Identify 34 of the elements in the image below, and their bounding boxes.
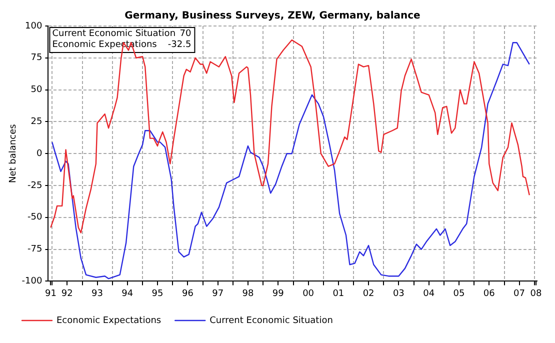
x-tick-label: 00	[302, 288, 314, 299]
x-tick-label: 94	[122, 288, 134, 299]
y-tick-label: -25	[28, 180, 42, 191]
x-tick-label: 01	[332, 288, 344, 299]
x-tick-label: 05	[453, 288, 465, 299]
x-tick-label: 07	[514, 288, 525, 299]
x-tick-label: 93	[92, 288, 103, 299]
legend-label: Economic Expectations	[56, 316, 162, 326]
annotation: -32.5	[168, 40, 192, 50]
x-tick-label: 04	[423, 288, 435, 299]
legend-label: Current Economic Situation	[210, 316, 333, 326]
y-tick-label: -50	[28, 212, 42, 223]
y-tick-label: 0	[36, 148, 42, 159]
annotation: Current Economic Situation	[52, 28, 176, 39]
x-tick-label: 02	[362, 288, 374, 299]
y-tick-label: 75	[30, 53, 42, 64]
x-tick-label: 95	[152, 288, 164, 299]
x-tick-label: 92	[61, 288, 73, 299]
x-tick-label: 91	[44, 288, 56, 299]
chart-title: Germany, Business Surveys, ZEW, Germany, balance	[124, 10, 421, 22]
y-axis-title: Net balances	[8, 124, 19, 183]
x-tick-label: 99	[272, 288, 284, 299]
y-tick-label: -100	[22, 276, 42, 287]
x-tick-label: 97	[212, 288, 224, 299]
x-tick-label: 98	[242, 288, 254, 299]
x-tick-label: 03	[392, 288, 404, 299]
x-tick-label: 06	[483, 288, 496, 299]
y-tick-label: -75	[28, 244, 42, 255]
y-tick-label: 50	[30, 85, 42, 96]
x-tick-label: 08	[530, 288, 542, 299]
x-tick-label: 96	[182, 288, 194, 299]
annotation: 70	[180, 28, 192, 39]
y-tick-label: 25	[30, 117, 42, 128]
y-tick-label: 100	[25, 21, 42, 32]
